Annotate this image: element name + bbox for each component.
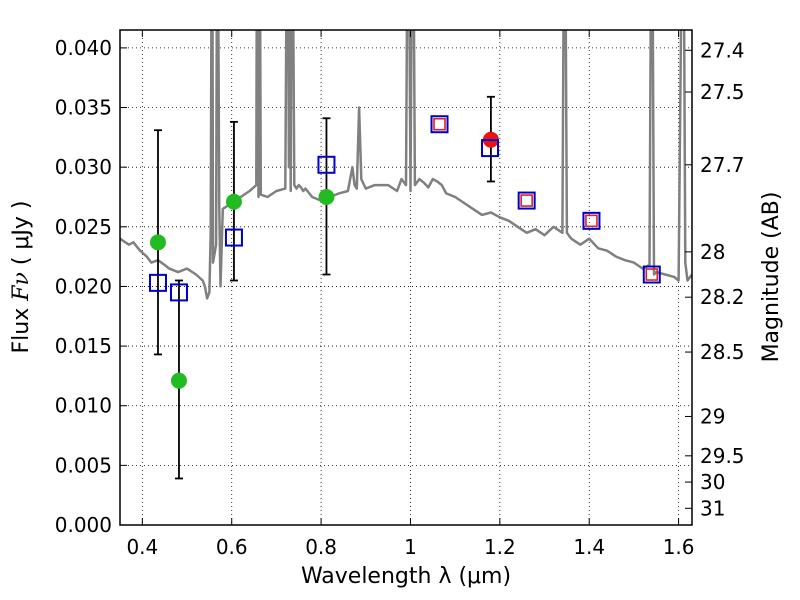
- x-tick-label: 1.4: [573, 535, 605, 559]
- y2-tick-label: 27.5: [700, 80, 745, 104]
- y-tick-label: 0.000: [55, 513, 112, 537]
- y-tick-label: 0.030: [55, 155, 112, 179]
- y2-tick-label: 30: [700, 470, 725, 494]
- y-tick-label: 0.010: [55, 394, 112, 418]
- spectrum-line: [120, 30, 692, 300]
- y-tick-label: 0.035: [55, 96, 112, 120]
- y-tick-label: 0.015: [55, 334, 112, 358]
- red-square-marker: [585, 214, 598, 228]
- x-axis-label: Wavelength λ (μm): [301, 564, 511, 589]
- blue-square-marker: [582, 211, 601, 230]
- blue-square-marker: [169, 283, 188, 302]
- x-tick-label: 1.2: [484, 535, 516, 559]
- x-tick-label: 0.8: [305, 535, 337, 559]
- red-square-marker: [520, 194, 533, 207]
- y-tick-label: 0.040: [55, 36, 112, 60]
- green-point: [225, 193, 242, 210]
- y-tick-label: 0.005: [55, 453, 112, 477]
- blue-square-marker: [481, 139, 500, 158]
- y-tick-label: 0.025: [55, 215, 112, 239]
- blue-square-marker: [517, 191, 536, 210]
- x-tick-label: 1.6: [663, 535, 695, 559]
- y-axis-label-units: ( μJy ): [9, 200, 34, 272]
- y-axis-label-symbol: Fν: [9, 272, 34, 302]
- green-point: [149, 234, 166, 251]
- blue-square-marker: [430, 115, 449, 134]
- blue-square-marker: [224, 228, 243, 247]
- y-tick-label: 0.020: [55, 274, 112, 298]
- y2-tick-label: 27.4: [700, 38, 745, 62]
- axis-ticks: 0.4 0.6 0.8 1 1.2 1.4 1.6 0.000 0.005 0.010 0.015 0…: [55, 30, 745, 559]
- y2-tick-label: 31: [700, 496, 725, 520]
- blue-square-marker: [148, 273, 167, 292]
- red-square-marker: [645, 268, 659, 281]
- x-tick-label: 1: [404, 535, 417, 559]
- y-axis-label-prefix: Flux: [9, 301, 34, 354]
- blue-square-marker: [317, 155, 336, 174]
- plot-frame: [119, 29, 693, 526]
- right-axis-label: Magnitude (AB): [759, 192, 784, 363]
- x-tick-label: 0.4: [126, 535, 158, 559]
- plot-data: [120, 30, 692, 480]
- green-point: [170, 372, 187, 389]
- y2-tick-label: 28: [700, 240, 725, 264]
- blue-square-marker: [642, 265, 661, 284]
- y2-tick-label: 28.2: [700, 285, 745, 309]
- x-tick-label: 0.6: [216, 535, 248, 559]
- y2-tick-label: 28.5: [700, 340, 745, 364]
- red-square-marker: [433, 117, 446, 131]
- y2-tick-label: 27.7: [700, 153, 745, 177]
- y-axis-label: Flux Fν ( μJy ): [9, 200, 34, 353]
- y2-tick-label: 29.5: [700, 444, 745, 468]
- clipped-data: [120, 30, 692, 480]
- y2-tick-label: 29: [700, 404, 725, 428]
- green-point: [318, 188, 335, 205]
